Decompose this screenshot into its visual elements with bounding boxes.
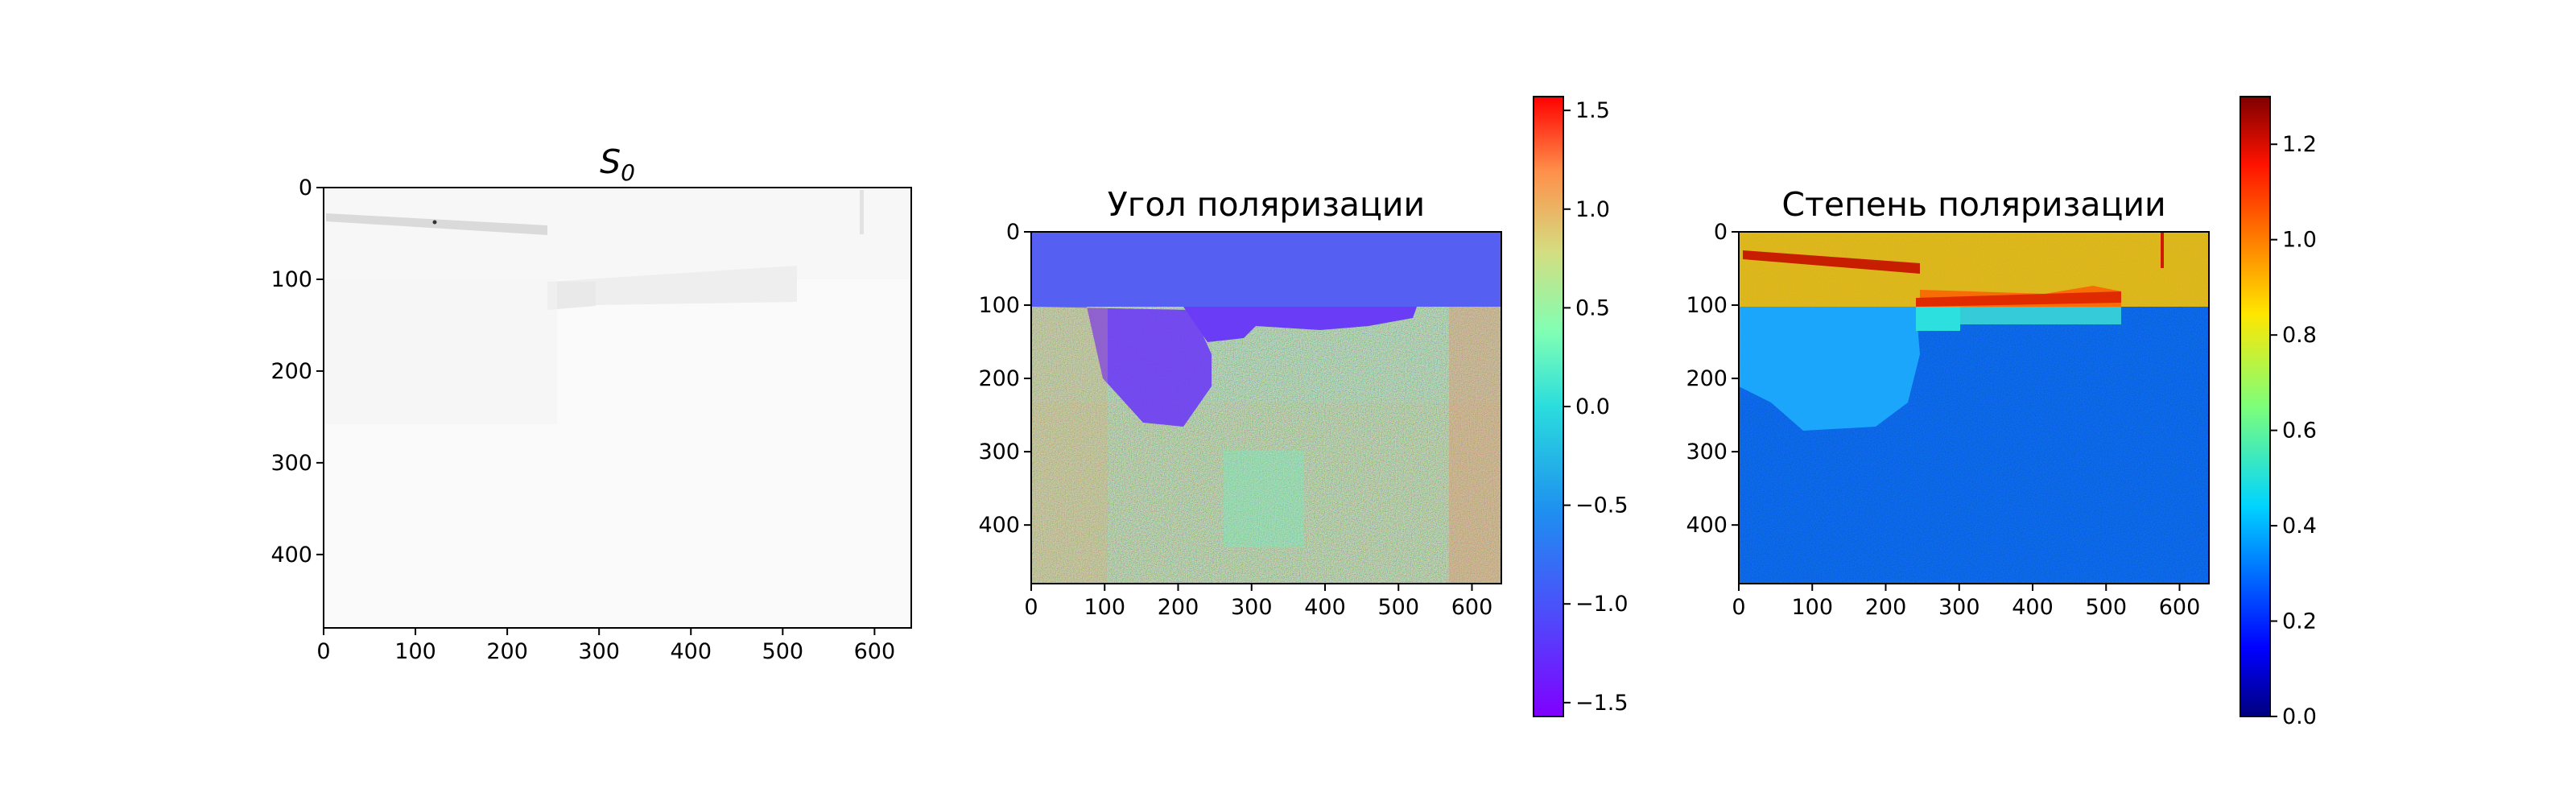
s0-image xyxy=(324,188,911,628)
x-tick-label: 600 xyxy=(2159,595,2201,620)
y-tick-label: 100 xyxy=(270,267,312,292)
colorbar-tick-label: −0.5 xyxy=(1575,493,1629,518)
degree-colorbar-ticks: 0.0 0.2 0.4 0.6 0.8 1.0 1.2 xyxy=(2270,132,2317,729)
colorbar-tick-label: 0.0 xyxy=(2282,704,2317,729)
panel-s0: S0 0 100 200 300 400 500 600 0 100 200 300 400 xyxy=(270,142,912,664)
colorbar-tick-label: 1.0 xyxy=(2282,228,2317,253)
y-tick-label: 400 xyxy=(270,543,312,568)
x-tick-label: 100 xyxy=(394,639,436,664)
angle-image xyxy=(1031,232,1501,584)
x-tick-label: 100 xyxy=(1084,595,1125,620)
y-tick-label: 0 xyxy=(1006,220,1020,245)
degree-colorbar-frame xyxy=(2240,96,2271,717)
x-tick-label: 400 xyxy=(2012,595,2054,620)
s0-x-ticks: 0 100 200 300 400 500 600 xyxy=(316,628,895,664)
y-tick-label: 100 xyxy=(1686,293,1728,318)
y-tick-label: 400 xyxy=(1686,513,1728,538)
degree-frame xyxy=(1738,231,2210,584)
y-tick-label: 300 xyxy=(978,440,1020,464)
x-tick-label: 200 xyxy=(1865,595,1907,620)
degree-colorbar xyxy=(2240,97,2270,716)
y-tick-label: 300 xyxy=(270,451,312,476)
y-tick-label: 200 xyxy=(270,359,312,384)
x-tick-label: 500 xyxy=(762,639,804,664)
degree-title: Степень поляризации xyxy=(1781,185,2165,224)
degree-x-ticks: 0 100 200 300 400 500 600 xyxy=(1732,584,2200,620)
x-tick-label: 0 xyxy=(1732,595,1745,620)
angle-x-ticks: 0 100 200 300 400 500 600 xyxy=(1024,584,1492,620)
colorbar-tick-label: 0.6 xyxy=(2282,419,2317,444)
x-tick-label: 300 xyxy=(1231,595,1273,620)
angle-frame xyxy=(1030,231,1502,584)
degree-image xyxy=(1739,232,2209,584)
y-tick-label: 200 xyxy=(1686,366,1728,391)
x-tick-label: 300 xyxy=(578,639,620,664)
x-tick-label: 400 xyxy=(670,639,712,664)
angle-colorbar-ticks: −1.5 −1.0 −0.5 0.0 0.5 1.0 1.5 xyxy=(1563,98,1629,716)
y-tick-label: 400 xyxy=(978,513,1020,538)
panel-degree: Степень поляризации 0 100 200 300 400 500 600 … xyxy=(1686,96,2317,729)
x-tick-label: 600 xyxy=(1451,595,1493,620)
x-tick-label: 100 xyxy=(1791,595,1833,620)
colorbar-tick-label: 1.0 xyxy=(1575,197,1610,222)
colorbar-tick-label: 0.8 xyxy=(2282,323,2317,348)
y-tick-label: 300 xyxy=(1686,440,1728,464)
y-tick-label: 0 xyxy=(1714,220,1728,245)
x-tick-label: 500 xyxy=(2085,595,2127,620)
colorbar-tick-label: 1.5 xyxy=(1575,98,1610,123)
y-tick-label: 0 xyxy=(299,175,312,200)
angle-colorbar xyxy=(1534,97,1563,716)
x-tick-label: 200 xyxy=(1158,595,1199,620)
panel-angle: Угол поляризации 0 100 200 300 400 500 600 0 10… xyxy=(978,96,1629,717)
y-tick-label: 100 xyxy=(978,293,1020,318)
degree-y-ticks: 0 100 200 300 400 xyxy=(1686,220,1739,538)
angle-y-ticks: 0 100 200 300 400 xyxy=(978,220,1031,538)
angle-title: Угол поляризации xyxy=(1108,185,1425,224)
x-tick-label: 0 xyxy=(1024,595,1038,620)
x-tick-label: 500 xyxy=(1377,595,1419,620)
s0-y-ticks: 0 100 200 300 400 xyxy=(270,175,324,568)
x-tick-label: 0 xyxy=(316,639,330,664)
s0-frame xyxy=(323,187,912,629)
colorbar-tick-label: −1.5 xyxy=(1575,691,1629,716)
colorbar-tick-label: 0.4 xyxy=(2282,514,2317,539)
colorbar-tick-label: 1.2 xyxy=(2282,132,2317,157)
x-tick-label: 600 xyxy=(854,639,896,664)
colorbar-tick-label: 0.2 xyxy=(2282,609,2317,634)
x-tick-label: 400 xyxy=(1304,595,1346,620)
colorbar-tick-label: −1.0 xyxy=(1575,592,1629,617)
colorbar-tick-label: 0.5 xyxy=(1575,295,1610,320)
x-tick-label: 300 xyxy=(1938,595,1980,620)
y-tick-label: 200 xyxy=(978,366,1020,391)
x-tick-label: 200 xyxy=(486,639,528,664)
s0-title: S0 xyxy=(600,142,635,186)
colorbar-tick-label: 0.0 xyxy=(1575,394,1610,419)
